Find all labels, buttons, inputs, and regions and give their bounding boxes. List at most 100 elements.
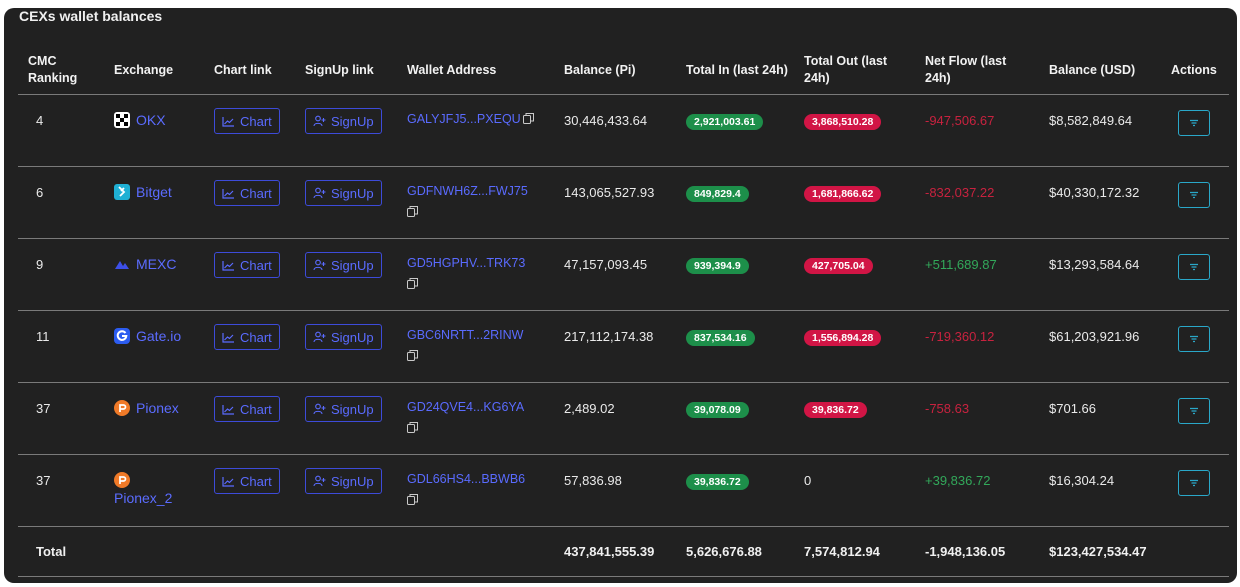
total-out-value: 0 [804,473,812,488]
signup-button[interactable]: SignUp [305,108,382,134]
wallet-address-link[interactable]: GBC6NRTT...2RINW [407,328,550,367]
user-plus-icon [313,115,326,127]
exchange-link[interactable]: Pionex [114,400,200,417]
signup-button[interactable]: SignUp [305,252,382,278]
filter-icon [1190,263,1198,271]
copy-icon[interactable] [407,203,550,223]
signup-label: SignUp [331,329,374,345]
net-flow: -758.63 [925,401,970,416]
total-in-badge: 837,534.16 [686,330,755,346]
balance-usd: $61,203,921.96 [1049,329,1140,344]
total-out-cell: 1,681,866.62 [804,167,911,202]
signup-button[interactable]: SignUp [305,324,382,350]
copy-icon[interactable] [407,347,550,367]
chart-label: Chart [240,401,272,417]
chart-button[interactable]: Chart [214,324,280,350]
chart-label: Chart [240,473,272,489]
pionex-logo-icon [114,400,130,416]
table-header-row: CMC Ranking Exchange Chart link SignUp l… [18,46,1229,95]
balance-pi: 47,157,093.45 [564,257,648,272]
net-flow: +39,836.72 [925,473,991,488]
actions-filter-button[interactable] [1178,398,1210,424]
copy-icon[interactable] [407,419,550,439]
exchange-name: Pionex [136,400,179,416]
header-total-out: Total Out (last 24h) [796,46,917,95]
signup-button[interactable]: SignUp [305,180,382,206]
chart-label: Chart [240,113,272,129]
chart-label: Chart [240,257,272,273]
user-plus-icon [313,259,326,271]
bitget-logo-icon [114,184,130,200]
exchange-link[interactable]: OKX [114,112,200,129]
total-in-badge: 39,836.72 [686,474,749,490]
exchange-link[interactable]: MEXC [114,256,200,273]
chart-line-icon [222,116,234,127]
exchange-link[interactable]: Gate.io [114,328,200,345]
chart-button[interactable]: Chart [214,252,280,278]
wallet-address-link[interactable]: GALYJFJ5...PXEQU [407,112,534,126]
balance-usd: $8,582,849.64 [1049,113,1133,128]
filter-icon [1190,191,1198,199]
header-signup: SignUp link [297,46,399,95]
rank-value: 9 [36,257,44,272]
wallet-address: GD5HGPHV...TRK73 [407,256,526,270]
actions-filter-button[interactable] [1178,326,1210,352]
chart-button[interactable]: Chart [214,468,280,494]
exchange-name: Pionex_2 [114,490,173,506]
balance-usd: $16,304.24 [1049,473,1115,488]
copy-icon[interactable] [407,275,550,295]
balance-usd: $701.66 [1049,401,1096,416]
signup-button[interactable]: SignUp [305,468,382,494]
wallet-address-link[interactable]: GD5HGPHV...TRK73 [407,256,550,295]
total-out-badge: 3,868,510.28 [804,114,882,130]
wallet-address: GDL66HS4...BBWB6 [407,472,526,486]
exchange-link[interactable]: Pionex_2 [114,472,200,507]
signup-label: SignUp [331,185,374,201]
actions-filter-button[interactable] [1178,470,1210,496]
wallet-address: GDFNWH6Z...FWJ75 [407,184,528,198]
total-in: 5,626,676.88 [678,526,796,577]
rank-value: 4 [36,113,44,128]
copy-icon[interactable] [407,491,550,511]
cex-balances-panel: CEXs wallet balances CMC Ranking Exchang… [4,8,1237,583]
header-exchange: Exchange [106,46,206,95]
header-balance-usd: Balance (USD) [1041,46,1163,95]
header-total-in: Total In (last 24h) [678,46,796,95]
signup-label: SignUp [331,113,374,129]
exchange-name: OKX [136,112,166,128]
balance-pi: 30,446,433.64 [564,113,648,128]
rank-value: 37 [36,401,51,416]
header-actions: Actions [1163,46,1229,95]
user-plus-icon [313,331,326,343]
signup-button[interactable]: SignUp [305,396,382,422]
balance-usd: $40,330,172.32 [1049,185,1140,200]
actions-filter-button[interactable] [1178,110,1210,136]
chart-button[interactable]: Chart [214,396,280,422]
net-flow: -832,037.22 [925,185,995,200]
chart-line-icon [222,332,234,343]
actions-filter-button[interactable] [1178,254,1210,280]
total-out-badge: 427,705.04 [804,258,873,274]
total-row: Total 437,841,555.39 5,626,676.88 7,574,… [18,526,1229,577]
total-out-cell: 427,705.04 [804,239,911,274]
total-balance-pi: 437,841,555.39 [556,526,678,577]
balance-pi: 217,112,174.38 [564,329,654,344]
chart-line-icon [222,476,234,487]
header-wallet: Wallet Address [399,46,556,95]
signup-label: SignUp [331,401,374,417]
balance-pi: 2,489.02 [564,401,615,416]
exchange-link[interactable]: Bitget [114,184,200,201]
total-in-badge: 39,078.09 [686,402,749,418]
balance-pi: 57,836.98 [564,473,622,488]
wallet-address-link[interactable]: GDFNWH6Z...FWJ75 [407,184,550,223]
user-plus-icon [313,475,326,487]
copy-icon[interactable] [522,110,534,130]
chart-button[interactable]: Chart [214,180,280,206]
net-flow: -719,360.12 [925,329,995,344]
wallet-address-link[interactable]: GDL66HS4...BBWB6 [407,472,550,511]
header-chart: Chart link [206,46,297,95]
wallet-address-link[interactable]: GD24QVE4...KG6YA [407,400,550,439]
chart-button[interactable]: Chart [214,108,280,134]
exchange-name: Gate.io [136,328,182,344]
actions-filter-button[interactable] [1178,182,1210,208]
